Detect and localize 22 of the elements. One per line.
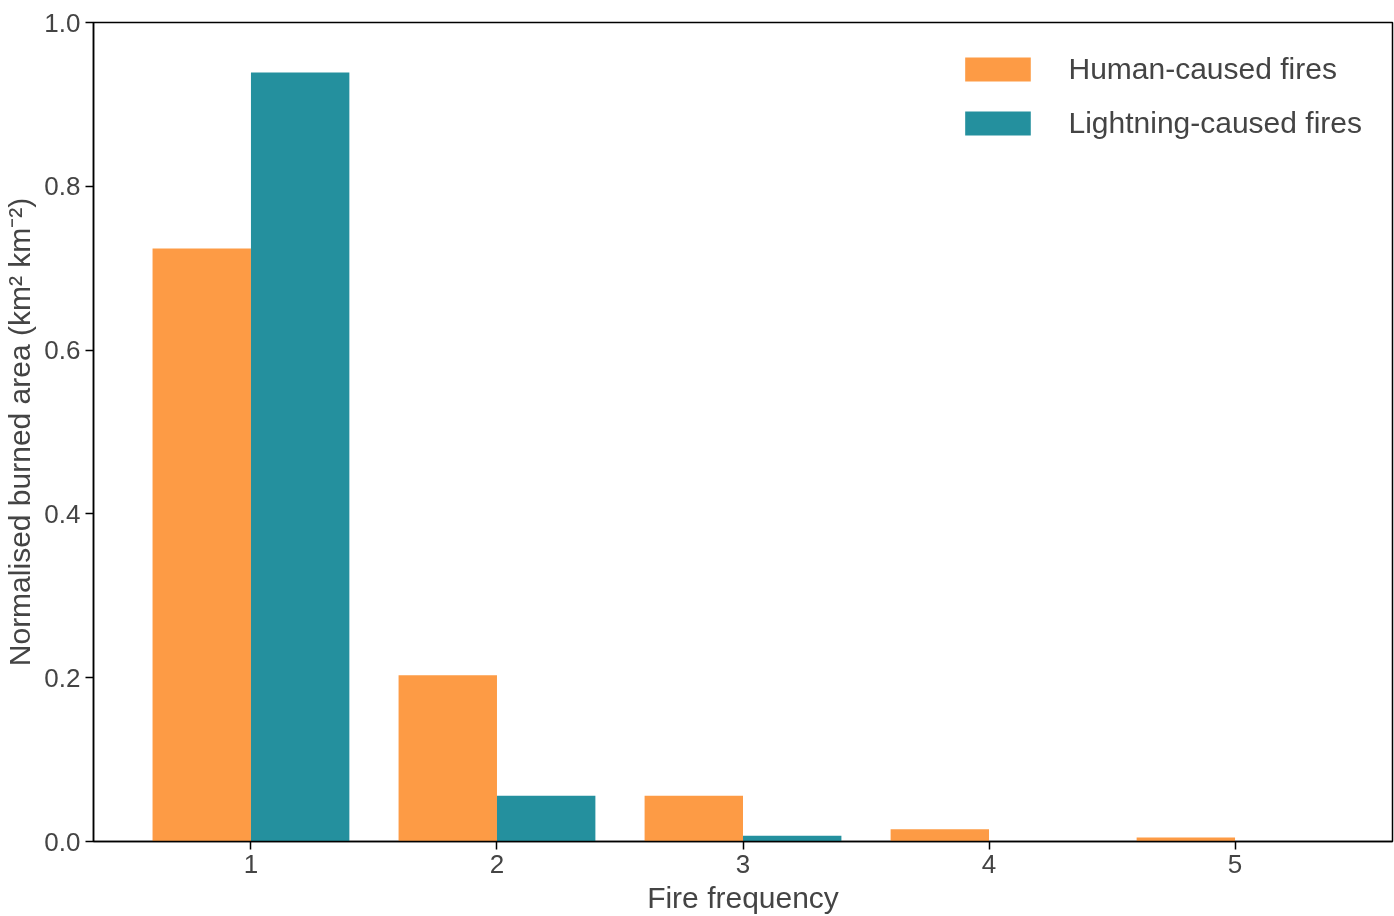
bar bbox=[890, 829, 990, 842]
bar bbox=[398, 675, 497, 842]
bar bbox=[250, 72, 350, 842]
legend-label: Lightning-caused fires bbox=[1068, 106, 1362, 140]
x-tick-label: 2 bbox=[489, 848, 505, 879]
x-tick-label: 5 bbox=[1227, 848, 1243, 879]
y-tick-label: 0.8 bbox=[44, 171, 81, 202]
x-axis-title: Fire frequency bbox=[647, 880, 839, 914]
x-tick-label: 1 bbox=[243, 848, 259, 879]
legend-label: Human-caused fires bbox=[1068, 52, 1337, 86]
bar bbox=[644, 795, 743, 842]
x-tick-label: 3 bbox=[735, 848, 751, 879]
bar bbox=[496, 795, 596, 842]
y-tick-label: 1.0 bbox=[44, 7, 81, 38]
y-tick-label: 0.0 bbox=[44, 826, 81, 857]
bar bbox=[1136, 837, 1236, 842]
y-tick-label: 0.4 bbox=[44, 498, 81, 529]
bar bbox=[152, 248, 251, 842]
y-tick-label: 0.2 bbox=[44, 662, 81, 693]
y-axis-title: Normalised burned area (km² km⁻²) bbox=[3, 197, 37, 667]
y-tick-label: 0.6 bbox=[44, 335, 81, 366]
x-tick-label: 4 bbox=[981, 848, 997, 879]
